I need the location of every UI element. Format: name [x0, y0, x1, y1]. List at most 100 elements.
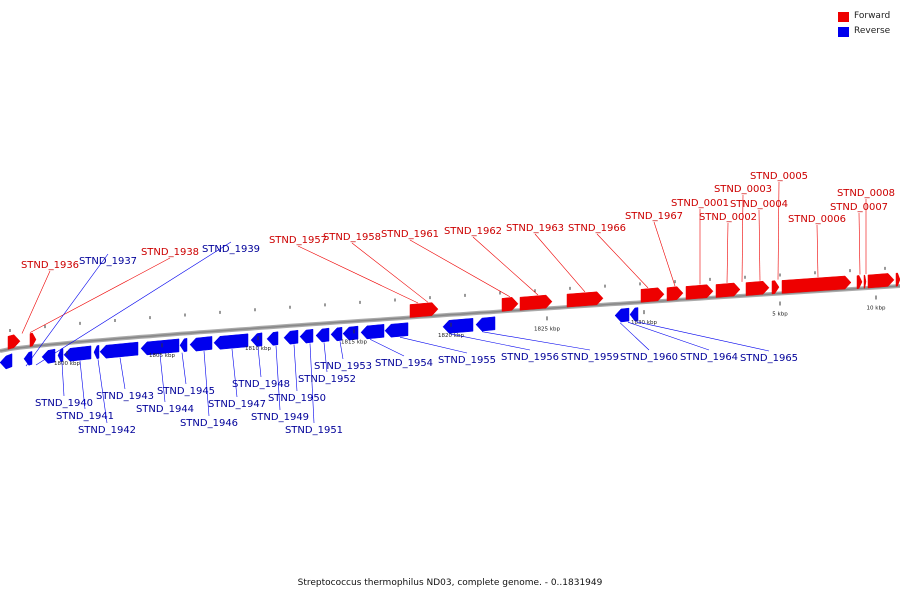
reverse-gene-label: STND_1956 [501, 352, 559, 363]
forward-gene-arrow [666, 286, 684, 301]
scale-label: 1800 kbp [54, 361, 80, 367]
reverse-leader-line [627, 321, 710, 351]
reverse-gene-label: STND_1940 [35, 398, 93, 409]
reverse-leader-line [97, 359, 108, 424]
forward-gene-label: STND_0004 [730, 199, 788, 210]
reverse-gene-arrow [442, 318, 474, 334]
reverse-gene-arrow [140, 338, 180, 356]
reverse-gene-label: STND_1964 [680, 352, 738, 363]
forward-gene-label: STND_1938 [141, 247, 199, 258]
reverse-leader-line [181, 352, 187, 385]
forward-gene-arrow [640, 287, 665, 303]
forward-leader-line [297, 245, 419, 304]
forward-leader-line [534, 233, 586, 293]
reverse-leader-line [309, 343, 315, 424]
scale-label: 1825 kbp [534, 326, 560, 332]
forward-gene-arrow [771, 280, 780, 295]
scale-label: 1820 kbp [438, 333, 464, 339]
forward-leader-line [858, 212, 861, 275]
reverse-gene-arrow [0, 353, 13, 370]
forward-gene-label: STND_0002 [699, 212, 757, 223]
genome-caption: Streptococcus thermophilus ND03, complet… [297, 578, 603, 588]
reverse-gene-label: STND_1939 [202, 244, 260, 255]
scale-label: 1830 kbp [631, 320, 657, 326]
forward-gene-label: STND_0001 [671, 198, 729, 209]
reverse-gene-arrow [41, 348, 56, 364]
reverse-gene-label: STND_1955 [438, 355, 496, 366]
reverse-leader-line [293, 344, 298, 392]
forward-swatch [838, 11, 849, 22]
reverse-leader-line [119, 357, 126, 390]
reverse-gene-label: STND_1937 [79, 256, 137, 267]
forward-gene-label: STND_0007 [830, 202, 888, 213]
reverse-gene-label: STND_1954 [375, 358, 433, 369]
reverse-gene-label: STND_1948 [232, 379, 290, 390]
reverse-gene-arrow [614, 307, 630, 323]
forward-gene-arrow [519, 294, 553, 311]
reverse-leader-line [231, 348, 238, 398]
reverse-gene-label: STND_1941 [56, 411, 114, 422]
forward-gene-label: STND_0006 [788, 214, 846, 225]
reverse-gene-label: STND_1949 [251, 412, 309, 423]
forward-gene-arrow [856, 275, 863, 289]
forward-gene-label: STND_1936 [21, 260, 79, 271]
reverse-leader-line [619, 322, 650, 351]
forward-leader-line [472, 236, 539, 296]
reverse-leader-line [339, 341, 344, 360]
reverse-leader-line [275, 345, 281, 411]
reverse-leader-line [257, 347, 262, 378]
reverse-gene-arrow [360, 324, 385, 340]
reverse-gene-arrow [63, 345, 92, 362]
reverse-gene-arrow [330, 326, 343, 342]
forward-gene-arrow [566, 291, 604, 308]
reverse-gene-label: STND_1952 [298, 374, 356, 385]
reverse-gene-label: STND_1953 [314, 361, 372, 372]
reverse-leader-line [25, 253, 109, 367]
reverse-leader-line [323, 342, 328, 373]
genome-backbone [0, 284, 900, 353]
reverse-gene-arrow [629, 307, 639, 322]
forward-leader-line [741, 194, 744, 282]
reverse-gene-label: STND_1951 [285, 425, 343, 436]
scale-label: 1805 kbp [149, 353, 175, 359]
scale-label: 10 kbp [867, 305, 886, 311]
reverse-gene-arrow [213, 333, 249, 350]
reverse-leader-line [35, 241, 232, 366]
reverse-leader-line [203, 351, 210, 417]
reverse-gene-label: STND_1943 [96, 391, 154, 402]
forward-gene-arrow [867, 273, 895, 289]
reverse-gene-label: STND_1945 [157, 386, 215, 397]
forward-gene-arrow [29, 332, 37, 347]
reverse-gene-label: STND_1959 [561, 352, 619, 363]
forward-gene-arrow [409, 302, 439, 318]
reverse-gene-label: STND_1942 [78, 425, 136, 436]
reverse-gene-arrow [299, 328, 314, 344]
forward-leader-line [777, 181, 780, 280]
legend-label-forward: Forward [854, 11, 891, 21]
forward-leader-line [351, 242, 429, 303]
reverse-leader-line [449, 333, 531, 351]
reverse-gene-label: STND_1946 [180, 418, 238, 429]
reverse-leader-line [369, 338, 405, 357]
forward-gene-label: STND_1966 [568, 223, 626, 234]
reverse-gene-arrow [283, 329, 299, 345]
reverse-gene-arrow [99, 341, 139, 359]
forward-gene-arrow [863, 274, 867, 289]
scale-label: 1815 kbp [341, 339, 367, 345]
reverse-leader-line [159, 354, 166, 403]
forward-gene-label: STND_1962 [444, 226, 502, 237]
reverse-leader-line [635, 321, 770, 352]
forward-leader-line [816, 224, 819, 278]
reverse-gene-arrow [342, 325, 359, 341]
forward-leader-line [758, 209, 761, 281]
forward-gene-arrow [895, 272, 900, 287]
reverse-gene-arrow [266, 331, 279, 346]
reverse-gene-arrow [250, 332, 263, 347]
forward-gene-label: STND_1958 [323, 232, 381, 243]
forward-gene-label: STND_1957 [269, 235, 327, 246]
forward-gene-label: STND_0003 [714, 184, 772, 195]
legend: Forward Reverse [838, 9, 890, 39]
reverse-leader-line [79, 360, 86, 410]
reverse-gene-label: STND_1944 [136, 404, 194, 415]
